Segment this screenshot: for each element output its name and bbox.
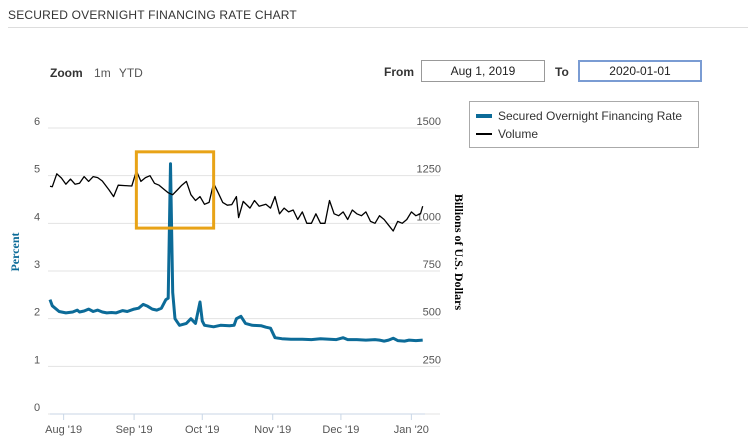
legend-item-rate[interactable]: Secured Overnight Financing Rate: [476, 109, 682, 123]
zoom-1m-button[interactable]: 1m: [94, 66, 111, 80]
left-tick-label: 0: [34, 402, 40, 414]
highlight-box: [134, 150, 216, 230]
x-tick-label: Aug '19: [45, 424, 82, 436]
x-tick-label: Jan '20: [394, 424, 429, 436]
x-tick-label: Sep '19: [116, 424, 153, 436]
right-axis-title: Billions of U.S. Dollars: [452, 194, 466, 311]
legend-label-rate: Secured Overnight Financing Rate: [498, 109, 683, 123]
volume-series-line: [49, 170, 424, 232]
from-date-input[interactable]: Aug 1, 2019: [421, 60, 545, 82]
zoom-label: Zoom: [50, 66, 83, 80]
x-tick-label: Nov '19: [254, 424, 291, 436]
to-label: To: [555, 65, 569, 79]
right-tick-label: 500: [423, 307, 441, 319]
left-tick-label: 2: [34, 307, 40, 319]
right-tick-label: 250: [423, 354, 441, 366]
left-tick-label: 5: [34, 164, 40, 176]
left-tick-label: 6: [34, 116, 40, 128]
right-tick-label: 1500: [417, 116, 441, 128]
title-divider: [8, 27, 748, 28]
left-axis-title: Percent: [8, 232, 22, 271]
to-date-input[interactable]: 2020-01-01: [578, 60, 702, 82]
left-tick-label: 4: [34, 211, 40, 223]
x-tick-label: Oct '19: [185, 424, 220, 436]
zoom-controls: Zoom 1m YTD: [50, 66, 148, 80]
chart-legend: Secured Overnight Financing Rate Volume: [469, 101, 699, 148]
page-title: SECURED OVERNIGHT FINANCING RATE CHART: [8, 8, 297, 22]
left-tick-label: 3: [34, 259, 40, 271]
legend-item-volume[interactable]: Volume: [476, 127, 538, 141]
legend-label-volume: Volume: [498, 127, 539, 141]
legend-swatch-volume: [476, 133, 492, 135]
left-tick-label: 1: [34, 354, 40, 366]
from-label: From: [384, 65, 414, 79]
rate-series-line: [48, 162, 423, 343]
right-tick-label: 1000: [417, 211, 441, 223]
right-tick-label: 1250: [417, 164, 441, 176]
x-tick-label: Dec '19: [322, 424, 359, 436]
right-tick-label: 750: [423, 259, 441, 271]
zoom-ytd-button[interactable]: YTD: [118, 66, 143, 80]
legend-swatch-rate: [476, 114, 492, 118]
